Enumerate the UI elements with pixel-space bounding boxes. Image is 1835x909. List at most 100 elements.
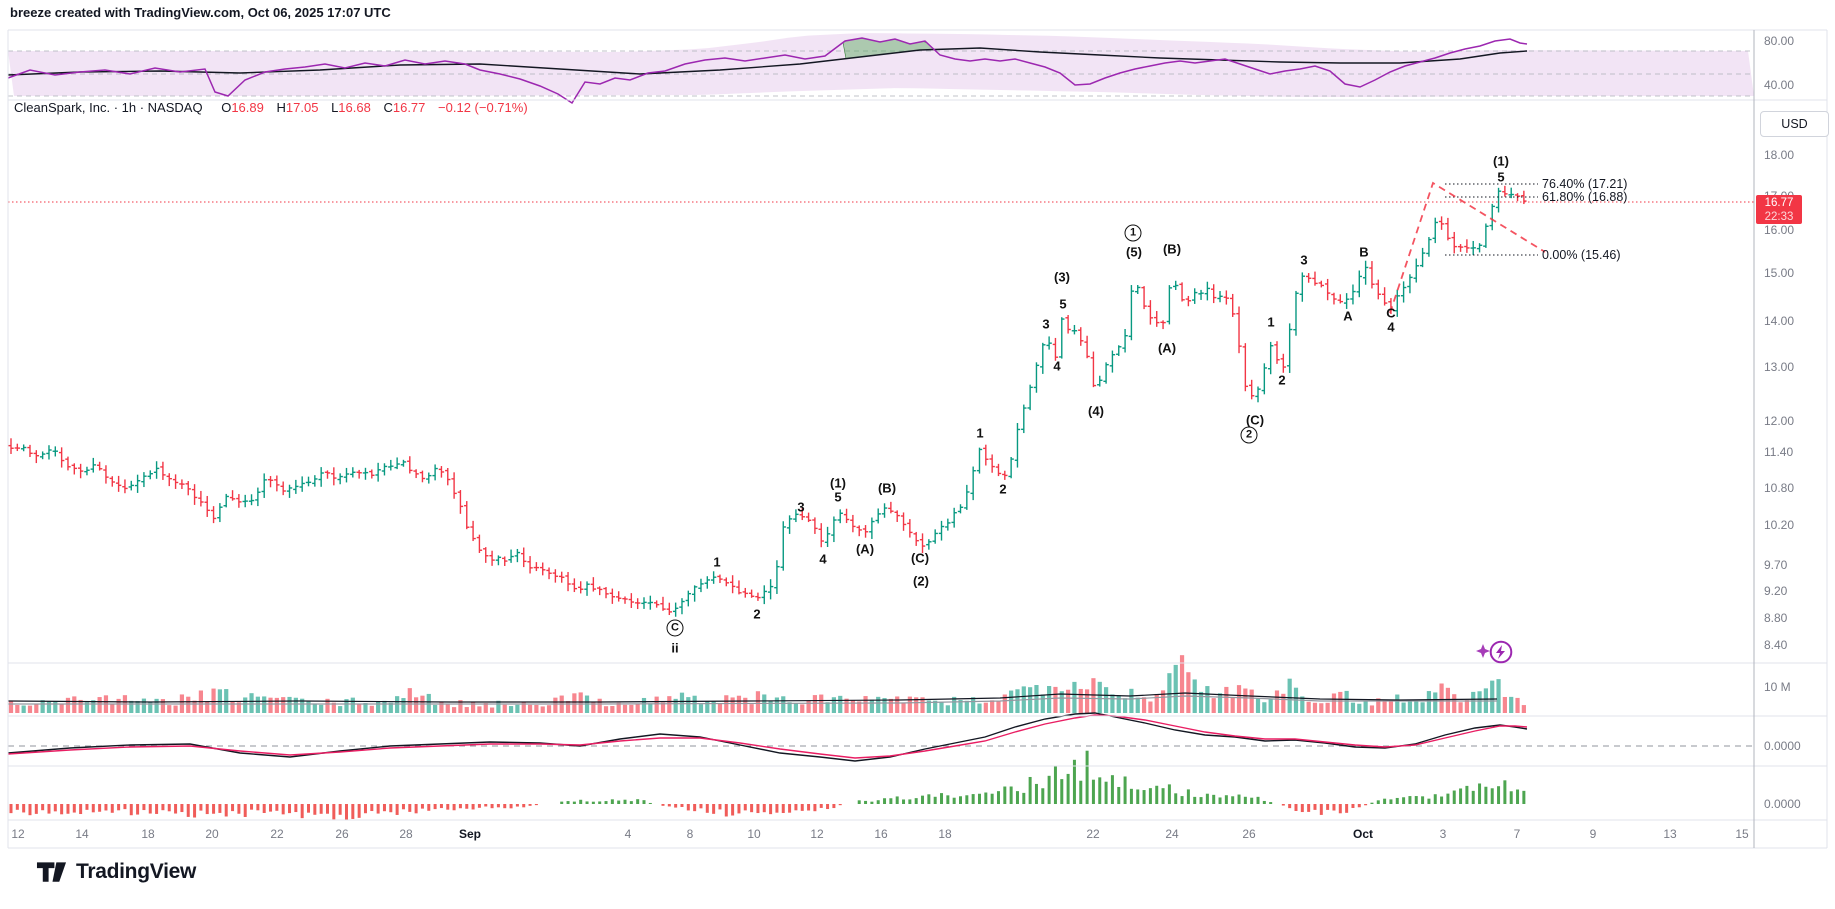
price-tick: 10.80 [1764, 481, 1795, 495]
wave-label-2: 2 [1240, 426, 1258, 444]
last-price-tag: 16.77 22:33 [1756, 195, 1802, 224]
symbol-title[interactable]: CleanSpark, Inc. · 1h · NASDAQ [14, 100, 203, 115]
price-tick: 8.80 [1764, 611, 1788, 625]
wave-label-5: 5 [834, 489, 842, 505]
close-letter: C [383, 100, 393, 115]
time-tick: 20 [205, 827, 219, 841]
time-tick: 26 [335, 827, 349, 841]
time-tick: 22 [1086, 827, 1100, 841]
price-tick: 13.00 [1764, 360, 1795, 374]
change-value: −0.12 (−0.71%) [438, 100, 528, 115]
price-tick: 9.20 [1764, 584, 1788, 598]
time-tick: 18 [938, 827, 952, 841]
time-tick: 3 [1439, 827, 1447, 841]
sparkle-icon [1476, 644, 1490, 658]
fib-level-0: 0.00% (15.46) [1542, 248, 1621, 262]
time-tick: 14 [75, 827, 89, 841]
wave-label-3: 3 [1042, 316, 1050, 332]
time-tick: 10 [747, 827, 761, 841]
wave-label-ii: ii [671, 640, 679, 656]
wave-label-1: (1) [830, 475, 846, 491]
open-letter: O [221, 100, 232, 115]
time-tick: 9 [1589, 827, 1597, 841]
tradingview-logo-icon [36, 862, 67, 882]
high-letter: H [276, 100, 286, 115]
fib-level-764: 76.40% (17.21) [1542, 177, 1628, 191]
wave-label-1: 1 [1124, 224, 1142, 242]
fib-level-618: 61.80% (16.88) [1542, 190, 1628, 204]
tradingview-logo[interactable]: TradingView [36, 859, 196, 885]
symbol-info-bar[interactable]: CleanSpark, Inc. · 1h · NASDAQ O16.89 H1… [14, 100, 528, 115]
wave-label-4: 4 [819, 551, 827, 567]
price-tick: 16.00 [1764, 223, 1795, 237]
wave-label-1: 1 [713, 554, 721, 570]
wave-label-A: A [1343, 308, 1353, 324]
wave-label-3: (3) [1054, 269, 1070, 285]
time-tick: 4 [624, 827, 632, 841]
wave-label-2: 2 [999, 481, 1007, 497]
price-tick: 10.20 [1764, 518, 1795, 532]
low-value: 16.68 [338, 100, 371, 115]
wave-label-A: (A) [855, 541, 875, 557]
wave-label-C: (C) [1245, 412, 1265, 428]
wave-label-C: (C) [910, 550, 930, 566]
boost-lightning-icon[interactable] [1474, 640, 1516, 666]
time-tick: 18 [141, 827, 155, 841]
time-tick: 13 [1663, 827, 1677, 841]
wave-label-1: (1) [1493, 153, 1509, 169]
wave-label-C: C [1386, 305, 1396, 321]
wave-label-4: (4) [1088, 403, 1104, 419]
bolt-icon [1496, 645, 1505, 659]
price-tick: 8.40 [1764, 638, 1788, 652]
wave-label-5: 5 [1059, 296, 1067, 312]
price-tick: 14.00 [1764, 314, 1795, 328]
time-tick: Sep [458, 827, 481, 841]
wave-label-5: (5) [1126, 244, 1142, 260]
time-tick: Oct [1352, 827, 1373, 841]
time-tick: 22 [270, 827, 284, 841]
wave-label-3: 3 [1300, 252, 1308, 268]
time-tick: 15 [1735, 827, 1749, 841]
wave-label-3: 3 [797, 499, 805, 515]
price-tick: 12.00 [1764, 414, 1795, 428]
price-tick: 15.00 [1764, 266, 1795, 280]
time-tick: 16 [874, 827, 888, 841]
wave-label-C: C [666, 619, 684, 637]
wave-label-4: 4 [1053, 358, 1061, 374]
tradingview-logo-text: TradingView [76, 860, 197, 883]
wave-label-1: 1 [976, 425, 984, 441]
time-tick: 24 [1165, 827, 1179, 841]
wave-label-1: 1 [1267, 314, 1275, 330]
time-tick: 7 [1513, 827, 1521, 841]
oscillator-tick: 40.00 [1764, 78, 1795, 92]
price-tick: 18.00 [1764, 148, 1795, 162]
wave-label-2: 2 [1278, 372, 1286, 388]
bar-countdown: 22:33 [1764, 211, 1794, 223]
wave-label-5: 5 [1497, 169, 1505, 185]
wave-label-A: (A) [1157, 340, 1177, 356]
wave-label-4: 4 [1387, 319, 1395, 335]
time-tick: 26 [1242, 827, 1256, 841]
wave-label-2: (2) [913, 573, 929, 589]
time-tick: 12 [11, 827, 25, 841]
price-tick: 11.40 [1764, 445, 1794, 459]
time-tick: 12 [810, 827, 824, 841]
last-price: 16.77 [1764, 197, 1794, 209]
oscillator-tick: 80.00 [1764, 34, 1795, 48]
wave-label-B: (B) [1162, 241, 1182, 257]
low-letter: L [331, 100, 339, 115]
macd-tick: 0.0000 [1764, 739, 1801, 753]
snapshot-caption: breeze created with TradingView.com, Oct… [10, 5, 391, 20]
wave-label-B: B [1359, 244, 1369, 260]
currency-button[interactable]: USD [1760, 111, 1829, 137]
wave-label-B: (B) [877, 480, 897, 496]
time-tick: 28 [399, 827, 413, 841]
close-value: 16.77 [392, 100, 426, 115]
time-tick: 8 [686, 827, 694, 841]
open-value: 16.89 [231, 100, 264, 115]
high-value: 17.05 [285, 100, 319, 115]
price-tick: 9.70 [1764, 558, 1788, 572]
volume-tick: 10 M [1764, 680, 1791, 694]
